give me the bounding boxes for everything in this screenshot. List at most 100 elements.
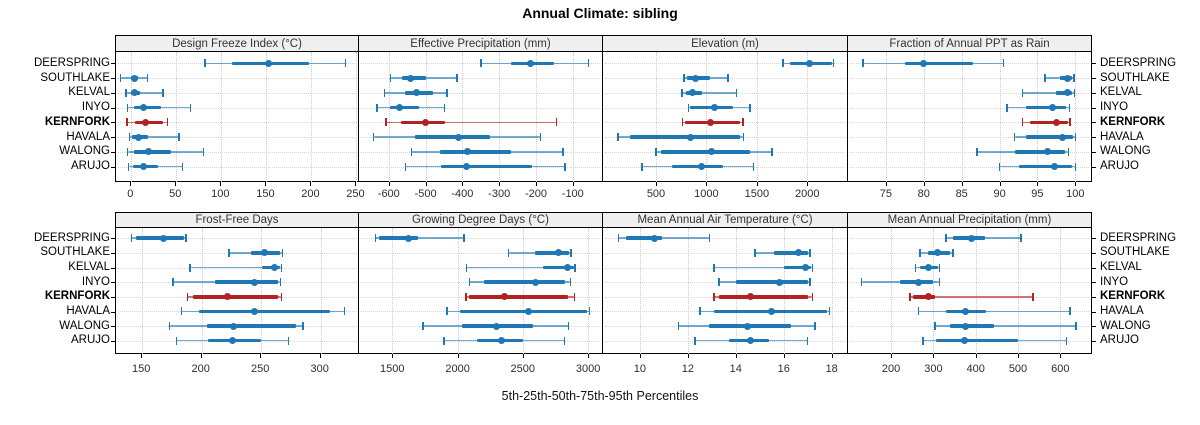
grid-line xyxy=(687,228,689,354)
row-tick-left xyxy=(111,326,115,328)
whisker-25th-75th xyxy=(904,61,973,66)
whisker-cap xyxy=(189,103,192,112)
whisker-cap xyxy=(754,248,756,257)
whisker-cap xyxy=(281,248,284,257)
whisker-cap xyxy=(372,133,375,142)
whisker-cap xyxy=(228,248,230,257)
row-tick-left xyxy=(111,63,115,65)
median-dot xyxy=(554,249,562,257)
x-axis-label: 5th-25th-50th-75th-95th Percentiles xyxy=(501,389,699,403)
whisker-cap xyxy=(934,322,936,331)
site-label-right-kernfork: KERNFORK xyxy=(1100,115,1166,128)
panel-title: Growing Degree Days (°C) xyxy=(412,213,549,226)
grid-line xyxy=(499,52,501,182)
whisker-25th-75th xyxy=(660,150,750,154)
whisker-25th-75th xyxy=(534,251,570,255)
median-dot xyxy=(412,89,420,97)
whisker-5th-95th xyxy=(129,136,179,138)
whisker-cap xyxy=(422,322,424,331)
row-reference-line xyxy=(850,92,1089,94)
site-label-right-southlake: SOUTHLAKE xyxy=(1100,71,1170,84)
median-dot xyxy=(962,307,970,315)
whisker-cap xyxy=(976,147,978,156)
median-dot xyxy=(422,118,430,126)
whisker-cap xyxy=(555,118,558,127)
site-label-right-walong: WALONG xyxy=(1100,319,1151,332)
whisker-cap xyxy=(862,59,864,68)
axis-tick xyxy=(319,354,321,358)
median-dot xyxy=(144,148,152,156)
grid-line xyxy=(311,52,313,182)
row-reference-line xyxy=(850,122,1089,124)
axis-tick xyxy=(220,182,222,186)
axis-tick xyxy=(200,354,202,358)
axis-tick-label: 90 xyxy=(993,188,1006,200)
axis-tick-label: 80 xyxy=(917,188,930,200)
median-dot xyxy=(224,293,232,301)
whisker-cap xyxy=(280,292,283,301)
whisker-cap xyxy=(189,263,191,272)
whisker-cap xyxy=(567,322,570,331)
whisker-cap xyxy=(130,234,133,243)
grid-line xyxy=(425,52,427,182)
grid-line xyxy=(522,228,524,354)
whisker-cap xyxy=(162,88,164,97)
grid-line xyxy=(588,228,590,354)
grid-line xyxy=(388,52,390,182)
row-reference-line xyxy=(850,282,1089,284)
whisker-5th-95th xyxy=(466,266,576,269)
whisker-25th-75th xyxy=(783,265,812,270)
axis-tick xyxy=(1060,354,1062,358)
site-label-left-inyo: INYO xyxy=(81,101,110,114)
grid-line xyxy=(176,52,178,182)
whisker-cap xyxy=(480,59,482,68)
site-label-right-deerspring: DEERSPRING xyxy=(1100,231,1177,244)
grid-line xyxy=(756,52,758,182)
whisker-cap xyxy=(1069,118,1071,127)
median-dot xyxy=(250,278,258,286)
grid-line xyxy=(891,228,893,354)
whisker-cap xyxy=(742,118,744,127)
whisker-cap xyxy=(694,336,696,345)
site-label-right-arujo: ARUJO xyxy=(1100,334,1139,347)
whisker-cap xyxy=(998,162,1001,171)
whisker-cap xyxy=(1044,74,1046,83)
whisker-cap xyxy=(1068,103,1071,112)
axis-tick xyxy=(310,182,312,186)
whisker-25th-75th xyxy=(1014,150,1065,154)
site-label-left-kelval: KELVAL xyxy=(68,261,110,274)
median-dot xyxy=(1051,163,1059,171)
whisker-25th-75th xyxy=(389,105,420,110)
axis-tick xyxy=(536,182,537,186)
whisker-5th-95th xyxy=(714,266,813,269)
axis-tick-label: 2000 xyxy=(445,363,470,375)
axis-tick-label: 50 xyxy=(169,188,182,200)
axis-tick xyxy=(706,182,708,186)
whisker-cap xyxy=(128,133,131,142)
row-tick-right xyxy=(1092,151,1096,153)
axis-tick xyxy=(141,354,143,358)
site-label-right-inyo: INYO xyxy=(1100,101,1129,114)
row-tick-left xyxy=(111,311,115,313)
axis-tick-label: 18 xyxy=(825,363,838,375)
whisker-5th-95th xyxy=(1022,92,1075,94)
panel-header-effective-precipitation-mm: Effective Precipitation (mm) xyxy=(359,35,603,52)
whisker-cap xyxy=(742,133,745,142)
whisker-cap xyxy=(410,147,413,156)
whisker-cap xyxy=(814,322,816,331)
whisker-cap xyxy=(180,307,183,316)
median-dot xyxy=(746,293,754,301)
whisker-cap xyxy=(468,278,471,287)
panel-title: Fraction of Annual PPT as Rain xyxy=(889,37,1050,50)
whisker-cap xyxy=(749,103,751,112)
axis-tick xyxy=(639,354,641,358)
whisker-25th-75th xyxy=(134,150,171,154)
whisker-cap xyxy=(752,162,755,171)
whisker-cap xyxy=(735,88,738,97)
whisker-cap xyxy=(389,74,392,83)
median-dot xyxy=(968,234,976,242)
whisker-25th-75th xyxy=(671,164,724,169)
axis-tick xyxy=(891,354,893,358)
grid-line xyxy=(457,228,459,354)
axis-tick-label: 200 xyxy=(301,188,320,200)
